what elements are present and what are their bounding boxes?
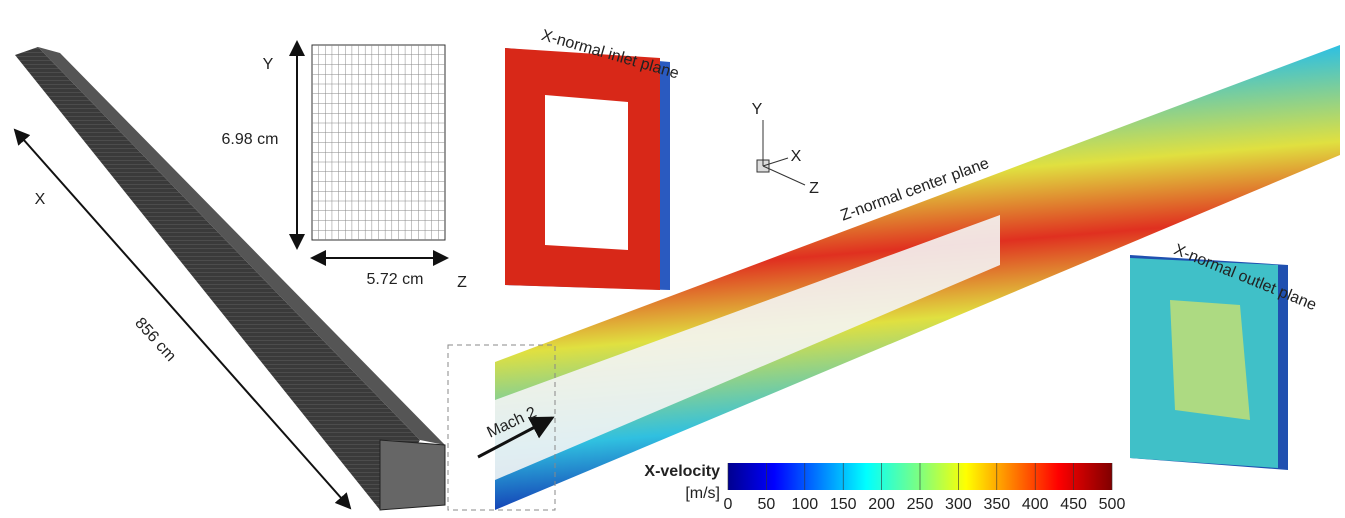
width-label: 5.72 cm [367, 271, 424, 288]
colorbar-title: X-velocity [644, 463, 720, 480]
triad-z: Z [809, 180, 819, 197]
inlet-plane [505, 48, 670, 290]
figure: X 856 cm Y 6.98 cm 5.72 cm Z X-normal in… [0, 0, 1345, 513]
height-label: 6.98 cm [222, 131, 279, 148]
y-label: Y [263, 56, 274, 73]
tick-label: 400 [1022, 496, 1049, 513]
x-label: X [35, 191, 46, 208]
tick-label: 100 [791, 496, 818, 513]
triad-x: X [791, 148, 802, 165]
length-label: 856 cm [131, 315, 179, 365]
tick-label: 250 [907, 496, 934, 513]
colorbar-unit: [m/s] [685, 485, 720, 502]
tick-label: 450 [1060, 496, 1087, 513]
tick-label: 200 [868, 496, 895, 513]
z-label: Z [457, 274, 467, 291]
tick-label: 350 [983, 496, 1010, 513]
tick-label: 150 [830, 496, 857, 513]
grid-lines [312, 45, 445, 240]
tick-label: 0 [724, 496, 733, 513]
triad-y: Y [752, 101, 763, 118]
tick-label: 300 [945, 496, 972, 513]
tick-label: 50 [758, 496, 776, 513]
tick-label: 500 [1099, 496, 1126, 513]
